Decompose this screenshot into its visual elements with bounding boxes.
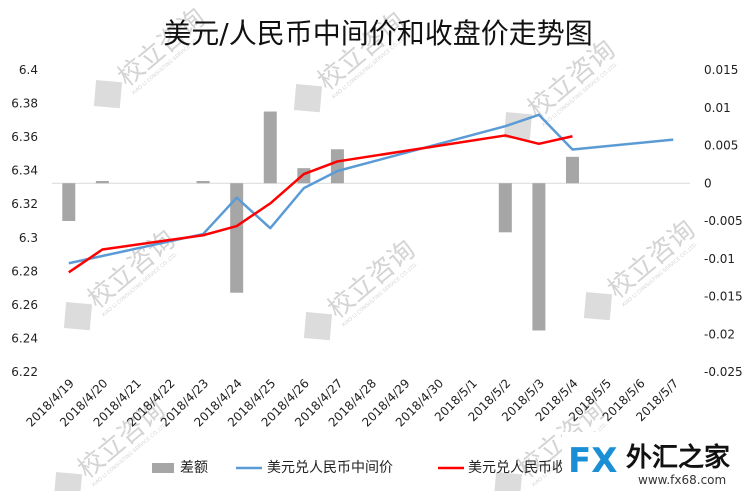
bar-difference bbox=[532, 183, 546, 331]
chart-title: 美元/人民币中间价和收盘价走势图 bbox=[163, 17, 592, 50]
left-tick-label: 6.34 bbox=[11, 164, 38, 178]
bar-difference bbox=[297, 168, 311, 184]
legend-label: 差额 bbox=[180, 460, 208, 476]
bar-difference bbox=[498, 183, 512, 233]
right-tick-label: -0.01 bbox=[704, 252, 735, 266]
logo-background bbox=[562, 432, 756, 491]
logo-chinese: 外汇之家 bbox=[626, 442, 730, 473]
right-axis: 0.015 0.01 0.005 0 -0.005 -0.01 -0.015 -0.02 -0.… bbox=[704, 63, 743, 379]
right-tick-label: -0.02 bbox=[704, 327, 735, 341]
left-tick-label: 6.3 bbox=[19, 231, 38, 245]
left-tick-label: 6.28 bbox=[11, 264, 38, 278]
logo-fx: FX bbox=[568, 441, 617, 481]
left-tick-label: 6.26 bbox=[11, 298, 38, 312]
logo-url: www.fx68.com bbox=[638, 473, 726, 487]
central-parity-line bbox=[68, 113, 674, 265]
left-tick-label: 6.32 bbox=[11, 197, 38, 211]
right-tick-label: 0.005 bbox=[704, 139, 738, 153]
watermark-text: 校立咨询 bbox=[322, 235, 421, 325]
left-tick-label: 6.24 bbox=[11, 331, 38, 345]
bar-difference bbox=[95, 180, 109, 184]
watermark-text: 校立咨询 bbox=[82, 225, 181, 315]
legend-bar-swatch bbox=[152, 463, 174, 473]
legend-label: 美元兑人民币收 bbox=[468, 460, 566, 476]
bar-difference bbox=[330, 149, 344, 184]
left-tick-label: 6.4 bbox=[19, 63, 38, 77]
watermark-text: 校立咨询 bbox=[602, 215, 701, 305]
right-tick-label: 0.01 bbox=[704, 101, 731, 115]
legend-label: 美元兑人民币中间价 bbox=[267, 460, 393, 476]
bar-difference bbox=[230, 183, 244, 293]
right-tick-label: -0.025 bbox=[704, 365, 743, 379]
bar-difference bbox=[565, 156, 579, 184]
legend: 差额 美元兑人民币中间价 美元兑人民币收 bbox=[152, 460, 566, 476]
right-tick-label: -0.015 bbox=[704, 290, 743, 304]
closing-price-line bbox=[68, 134, 573, 274]
left-tick-label: 6.38 bbox=[11, 97, 38, 111]
bar-difference bbox=[62, 183, 76, 221]
left-axis: 6.4 6.38 6.36 6.34 6.32 6.3 6.28 6.26 6.24 6.22 bbox=[11, 63, 38, 379]
bar-series bbox=[62, 111, 579, 331]
bar-difference bbox=[196, 180, 210, 184]
line-series bbox=[68, 113, 674, 274]
bar-difference bbox=[263, 111, 277, 184]
right-tick-label: -0.005 bbox=[704, 214, 743, 228]
left-tick-label: 6.22 bbox=[11, 365, 38, 379]
right-tick-label: 0.015 bbox=[704, 63, 738, 77]
right-tick-label: 0 bbox=[704, 176, 712, 190]
left-tick-label: 6.36 bbox=[11, 130, 38, 144]
